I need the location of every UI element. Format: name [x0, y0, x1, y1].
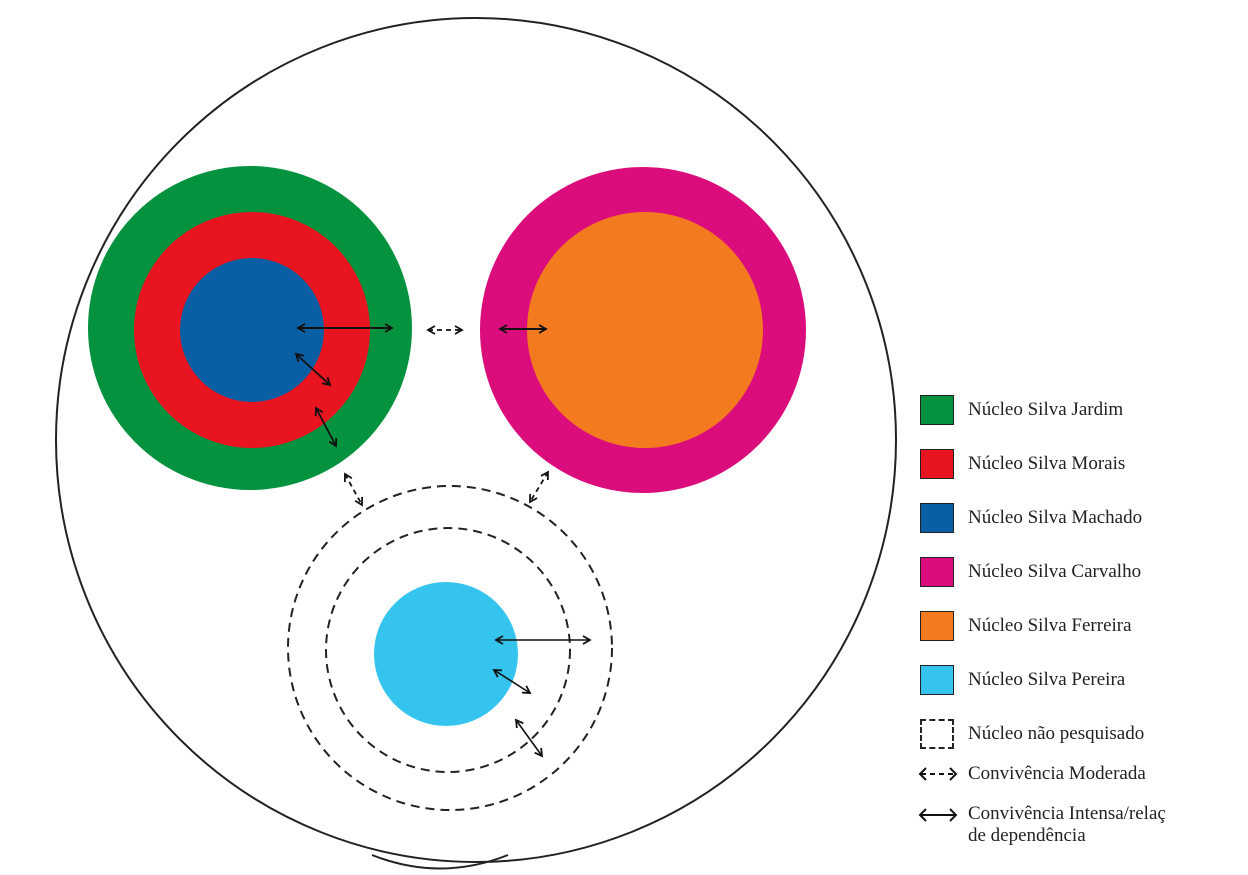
- legend-label: Núcleo Silva Morais: [968, 453, 1126, 474]
- nucleus-silva-machado: [180, 258, 324, 402]
- legend-item-moderate: Convivência Moderada: [918, 757, 1146, 791]
- double-arrow-icon: [918, 808, 958, 822]
- legend-label: Núcleo não pesquisado: [968, 723, 1145, 744]
- intense-arrow: [314, 406, 338, 448]
- nucleus-silva-pereira: [374, 582, 518, 726]
- boundary-bottom-notch: [371, 854, 509, 870]
- moderate-arrow: [343, 472, 364, 507]
- nucleus-not-researched-inner: [325, 527, 571, 773]
- dashed-double-arrow-icon: [918, 767, 958, 781]
- legend-item-silva-pereira: Núcleo Silva Pereira: [920, 663, 1125, 697]
- legend-intense-text: Convivência Intensa/relaç de dependência: [968, 803, 1166, 847]
- legend-swatch-dashed: [920, 719, 954, 749]
- legend-item-silva-jardim: Núcleo Silva Jardim: [920, 393, 1123, 427]
- legend-label: Núcleo Silva Machado: [968, 507, 1143, 528]
- legend-label: Núcleo Silva Ferreira: [968, 615, 1132, 636]
- legend-item-silva-carvalho: Núcleo Silva Carvalho: [920, 555, 1141, 589]
- legend-label: Convivência Intensa/relaç: [968, 803, 1166, 824]
- legend-item-silva-machado: Núcleo Silva Machado: [920, 501, 1142, 535]
- nucleus-not-researched-outer: [287, 485, 613, 811]
- legend-swatch-pereira: [920, 665, 954, 695]
- intense-arrow: [294, 352, 332, 387]
- legend-label: Convivência Moderada: [968, 763, 1146, 784]
- legend-item-not-researched: Núcleo não pesquisado: [920, 717, 1144, 751]
- moderate-arrow: [529, 470, 549, 504]
- intense-arrow: [514, 718, 544, 758]
- legend-item-silva-morais: Núcleo Silva Morais: [920, 447, 1125, 481]
- legend-item-intense: Convivência Intensa/relaç de dependência: [918, 803, 1166, 863]
- legend-swatch-ferreira: [920, 611, 954, 641]
- legend-label: Núcleo Silva Pereira: [968, 669, 1126, 690]
- legend-swatch-carvalho: [920, 557, 954, 587]
- legend-label: Núcleo Silva Carvalho: [968, 561, 1142, 582]
- legend-label: Núcleo Silva Jardim: [968, 399, 1124, 420]
- legend-swatch-jardim: [920, 395, 954, 425]
- legend-item-silva-ferreira: Núcleo Silva Ferreira: [920, 609, 1132, 643]
- nucleus-silva-ferreira: [527, 212, 763, 448]
- legend-label: de dependência: [968, 825, 1086, 846]
- legend-swatch-morais: [920, 449, 954, 479]
- legend-swatch-machado: [920, 503, 954, 533]
- intense-arrow: [492, 669, 532, 694]
